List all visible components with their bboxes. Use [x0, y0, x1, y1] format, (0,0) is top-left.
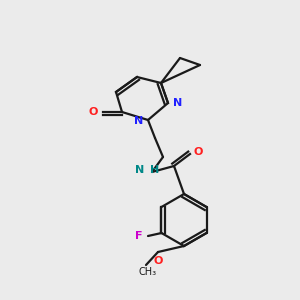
- Text: O: O: [153, 256, 163, 266]
- Text: CH₃: CH₃: [139, 267, 157, 277]
- Text: H: H: [150, 165, 159, 175]
- Text: N: N: [135, 165, 144, 175]
- Text: O: O: [194, 147, 203, 157]
- Text: F: F: [136, 231, 143, 241]
- Text: N: N: [134, 116, 143, 126]
- Text: O: O: [88, 107, 98, 117]
- Text: N: N: [173, 98, 182, 108]
